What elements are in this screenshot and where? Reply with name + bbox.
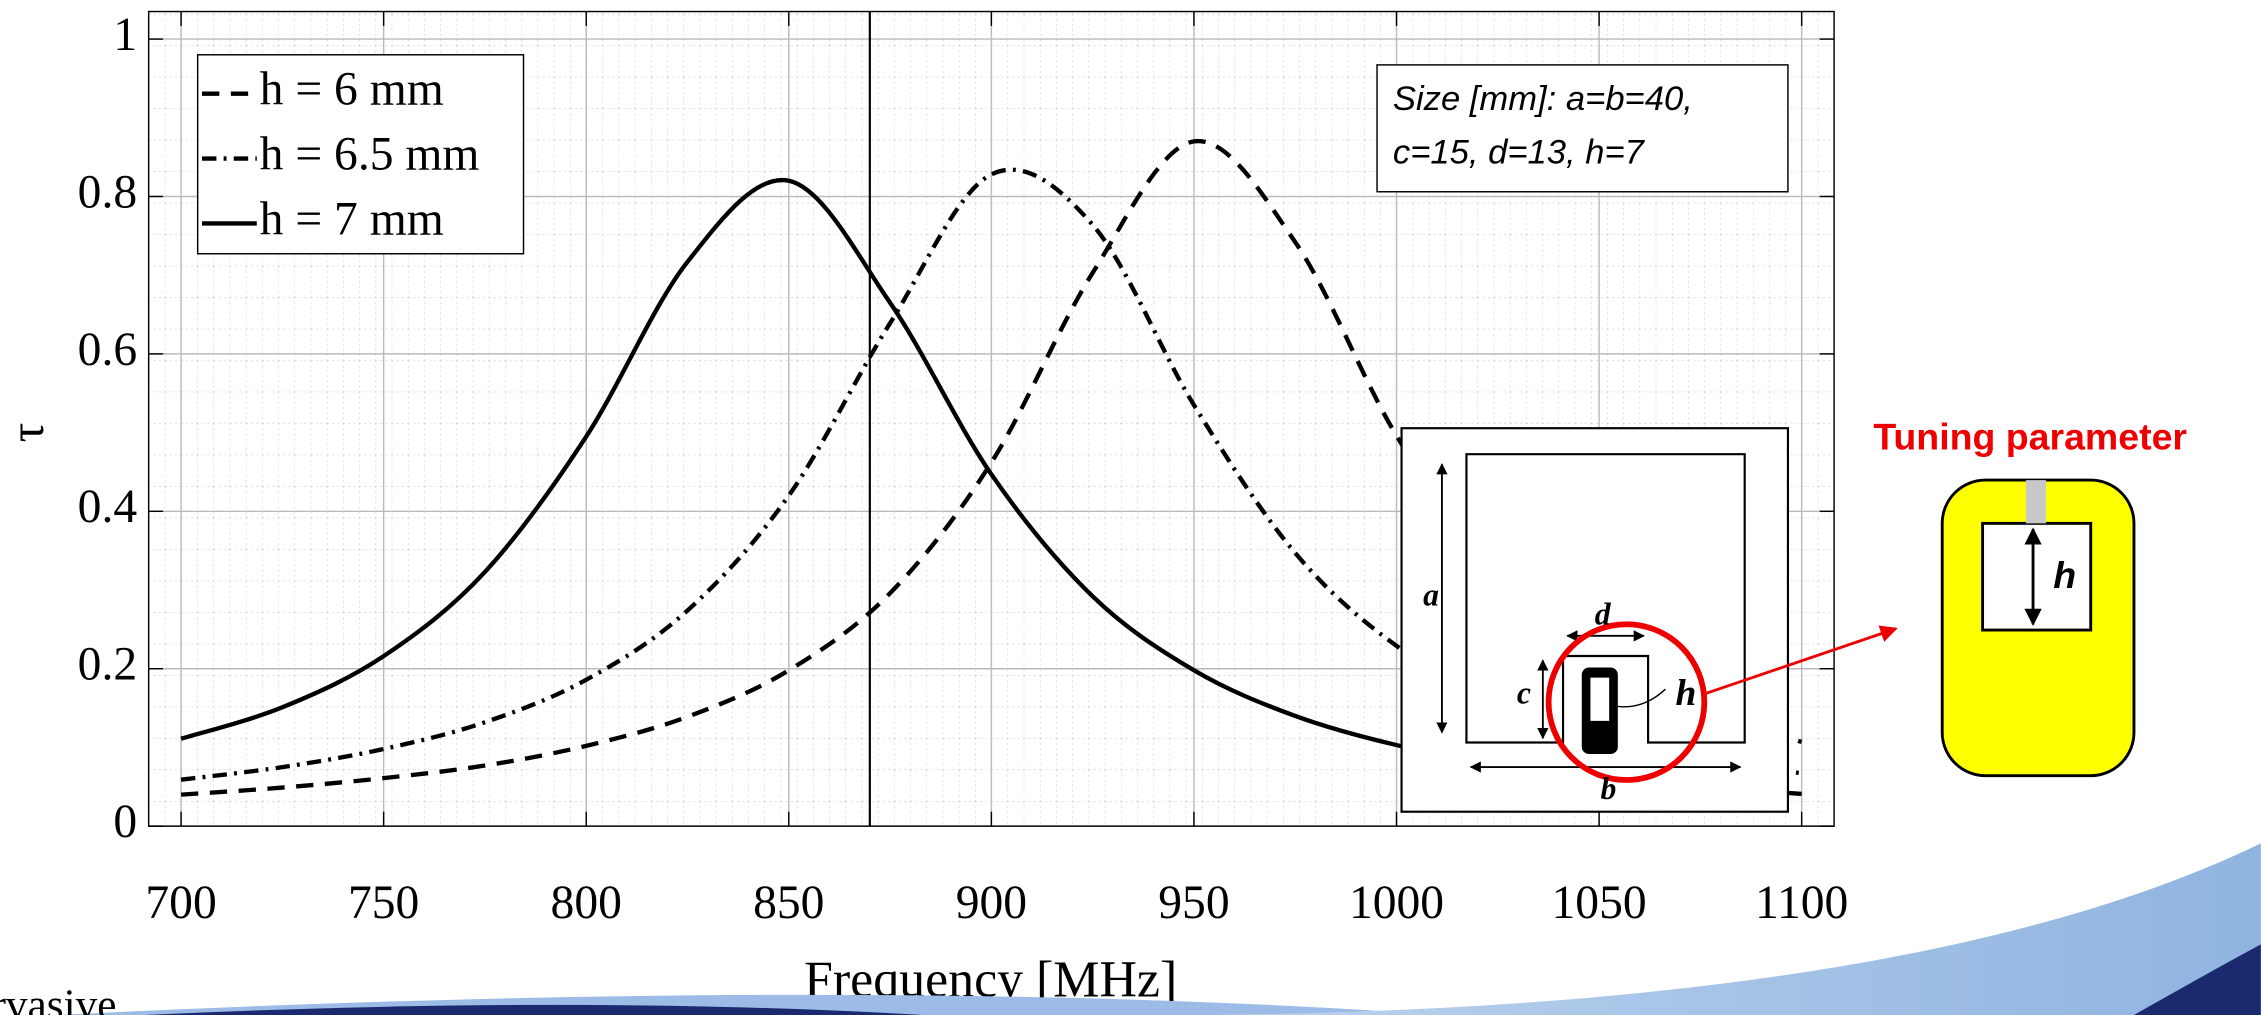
dim-label: h xyxy=(1675,673,1696,714)
tag-hole xyxy=(1590,677,1610,721)
ticks: 0 0.2 0.4 0.6 0.8 1 700 750 800 850 900 950 1000 1050… xyxy=(78,9,1849,929)
dim-label: a xyxy=(1423,578,1439,613)
x-tick-label: 800 xyxy=(551,877,622,929)
loop xyxy=(1465,453,1746,744)
dim-label: h xyxy=(2053,554,2076,596)
pointer-arrow xyxy=(1700,625,1898,697)
info-frame xyxy=(1376,64,1789,193)
x-tick-label: 700 xyxy=(145,877,216,929)
decoration xyxy=(57,843,2261,1015)
y-tick-label: 0.8 xyxy=(78,166,137,218)
x-tick-label: 850 xyxy=(753,877,824,929)
x-tick-label: 1100 xyxy=(1755,877,1848,929)
info-box: Size [mm]: a=b=40, c=15, d=13, h=7 xyxy=(1376,64,1789,193)
x-tick-label: 900 xyxy=(956,877,1027,929)
tag-gap xyxy=(2025,480,2047,524)
y-tick-label: 0.6 xyxy=(78,324,137,376)
swoosh-right xyxy=(1196,843,2261,1015)
dim-label: d xyxy=(1595,596,1612,631)
y-axis-label: τ xyxy=(0,423,54,443)
leader xyxy=(1617,688,1666,708)
inset-diagram: a b c d h xyxy=(1400,427,1898,813)
legend-label: h = 6.5 mm xyxy=(260,129,480,181)
swoosh-right-dark xyxy=(2133,944,2261,1015)
x-tick-label: 1050 xyxy=(1552,877,1647,929)
legend-label: h = 6 mm xyxy=(260,64,444,116)
tuning-label: Tuning parameter xyxy=(1873,416,2187,458)
legend-box xyxy=(196,54,525,255)
x-tick-label: 1000 xyxy=(1349,877,1444,929)
legend-label: h = 7 mm xyxy=(260,193,444,245)
dim-label: c xyxy=(1517,676,1531,711)
x-tick-label: 750 xyxy=(348,877,419,929)
tag-detail: h xyxy=(1940,478,2136,778)
footer-text: rvasive xyxy=(0,981,116,1015)
legend: h = 6 mm h = 6.5 mm h = 7 mm xyxy=(196,54,525,255)
dim-label: b xyxy=(1601,771,1617,806)
y-tick-label: 1 xyxy=(113,9,137,61)
info-line: Size [mm]: a=b=40, xyxy=(1393,80,1693,118)
swoosh-left-dark xyxy=(144,1004,923,1015)
y-tick-label: 0 xyxy=(113,796,137,848)
y-tick-label: 0.2 xyxy=(78,639,137,691)
highlight-circle xyxy=(1545,621,1708,783)
y-tick-label: 0.4 xyxy=(78,481,138,533)
x-tick-label: 950 xyxy=(1158,877,1229,929)
info-line: c=15, d=13, h=7 xyxy=(1393,133,1646,171)
